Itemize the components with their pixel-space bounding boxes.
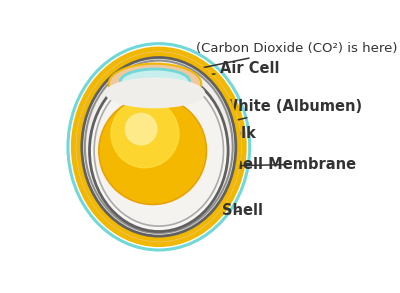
Ellipse shape xyxy=(94,75,224,226)
Ellipse shape xyxy=(72,48,245,245)
Text: White (Albumen): White (Albumen) xyxy=(222,99,362,123)
Circle shape xyxy=(111,100,179,168)
Text: Shell Membrane: Shell Membrane xyxy=(222,157,356,172)
Ellipse shape xyxy=(105,78,205,108)
Ellipse shape xyxy=(79,54,239,239)
Ellipse shape xyxy=(85,61,233,233)
Text: Yolk: Yolk xyxy=(194,126,256,146)
Text: Air Cell: Air Cell xyxy=(181,61,280,79)
Ellipse shape xyxy=(109,64,201,104)
Circle shape xyxy=(99,97,206,205)
Ellipse shape xyxy=(120,69,190,94)
Circle shape xyxy=(125,113,157,145)
Ellipse shape xyxy=(90,70,228,231)
Text: (Carbon Dioxide (CO²) is here): (Carbon Dioxide (CO²) is here) xyxy=(173,42,397,74)
Text: Shell: Shell xyxy=(222,203,263,218)
Circle shape xyxy=(100,98,205,203)
